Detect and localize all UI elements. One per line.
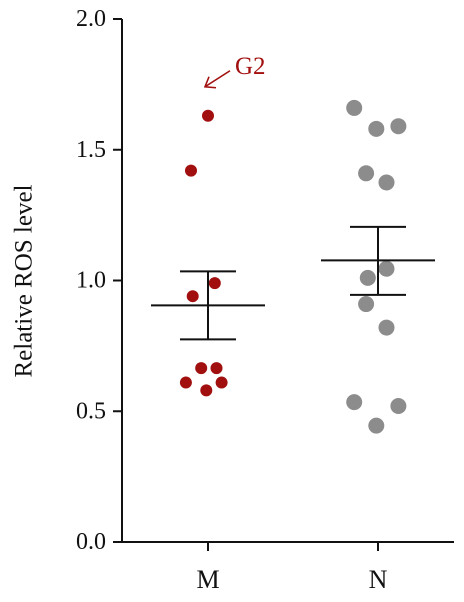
data-point [368,120,385,137]
annotation-arrow-head [203,76,217,89]
data-point [346,99,363,116]
y-ticks: 0.0 0.5 1.0 1.5 2.0 [76,6,122,555]
annotations: G2 [203,53,266,89]
data-point [186,290,199,303]
data-point [195,362,208,375]
x-tick-label: N [369,565,388,594]
annotation-label: G2 [235,53,266,80]
y-tick-label: 1.5 [76,137,106,163]
data-point [378,260,395,277]
data-point [210,362,223,375]
data-point [185,164,197,177]
annotation-arrow-shaft [204,70,231,88]
data-point [202,109,214,122]
x-tick-label: M [196,565,219,594]
data-point [390,398,407,415]
data-points [179,99,407,434]
data-point [378,319,395,336]
data-point [200,384,213,397]
data-point [378,174,395,191]
data-point [359,269,376,286]
y-tick-label: 0.0 [76,529,106,555]
data-point [358,296,375,313]
error-bars [151,225,435,341]
y-axis-label: Relative ROS level [11,184,38,377]
y-axis: 0.0 0.5 1.0 1.5 2.0 [76,6,123,555]
data-point [358,165,375,182]
y-tick-label: 0.5 [76,398,106,424]
data-point [346,394,363,411]
data-point [390,118,407,135]
data-point [179,376,192,389]
data-point [368,417,385,434]
y-tick-label: 2.0 [76,6,106,32]
data-point [215,376,228,389]
y-tick-label: 1.0 [76,268,106,294]
data-point [208,277,221,290]
